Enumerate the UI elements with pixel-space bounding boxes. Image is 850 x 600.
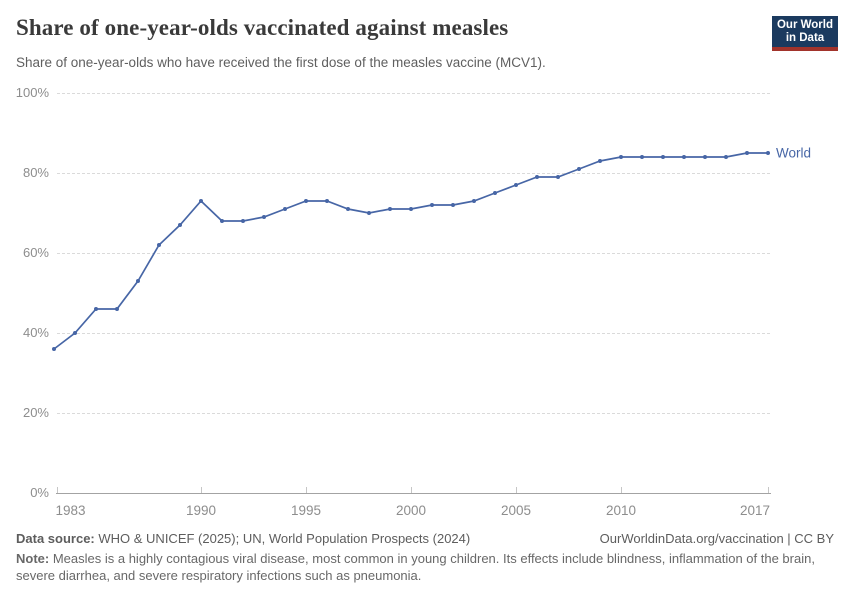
y-axis-label: 0% [30,485,49,500]
x-axis-tick [515,487,517,493]
owid-logo-line1: Our World [776,18,833,31]
data-source: Data source: WHO & UNICEF (2025); UN, Wo… [16,531,470,547]
x-axis-label: 2010 [605,503,637,518]
x-axis-tick [57,487,58,493]
x-axis-label: 2000 [395,503,427,518]
x-axis-line [56,492,771,494]
y-axis-label: 20% [22,405,49,420]
x-axis-tick [200,487,202,493]
note-label: Note: [16,551,50,566]
data-source-label: Data source: [16,531,95,546]
attribution-link[interactable]: OurWorldinData.org/vaccination | CC BY [599,531,834,546]
note-text: Measles is a highly contagious viral dis… [16,551,815,583]
x-axis-label: 1983 [55,503,86,518]
y-gridline [57,332,770,334]
y-gridline [57,412,770,414]
y-axis-label: 40% [22,325,49,340]
x-axis-tick [767,487,769,493]
y-gridline [57,92,770,94]
x-axis-tick [410,487,412,493]
footer-source-row: Data source: WHO & UNICEF (2025); UN, Wo… [16,531,834,547]
y-axis-label: 80% [22,165,49,180]
owid-logo-line2: in Data [785,31,825,44]
series-end-label: World [776,146,811,161]
y-gridline [57,172,770,174]
y-axis-label: 100% [15,85,49,100]
footer-note: Note: Measles is a highly contagious vir… [16,551,828,584]
x-axis-label: 2017 [739,503,770,518]
chart-subtitle: Share of one-year-olds who have received… [16,55,546,70]
x-axis-tick [305,487,307,493]
owid-logo[interactable]: Our World in Data [772,16,838,51]
x-axis-label: 1990 [185,503,217,518]
page-title: Share of one-year-olds vaccinated agains… [16,15,509,40]
x-axis-tick [620,487,622,493]
y-axis-label: 60% [22,245,49,260]
x-axis-label: 1995 [290,503,322,518]
plot-area[interactable] [57,93,770,493]
y-gridline [57,252,770,254]
x-axis-label: 2005 [500,503,532,518]
data-source-text: WHO & UNICEF (2025); UN, World Populatio… [98,531,471,546]
data-point [52,347,56,351]
